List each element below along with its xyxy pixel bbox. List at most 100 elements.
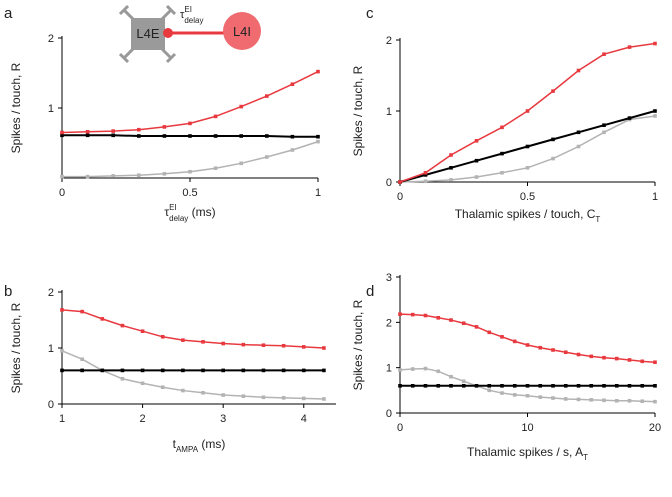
x-tick-label: 3 (220, 413, 226, 425)
data-point (100, 368, 105, 373)
x-tick-label: 10 (521, 422, 533, 434)
data-point (290, 82, 295, 86)
data-point (80, 309, 84, 314)
data-point (500, 335, 504, 339)
data-point (239, 104, 243, 109)
y-tick-label: 3 (386, 272, 392, 284)
data-point (525, 166, 530, 170)
data-point (576, 68, 581, 73)
data-point (602, 398, 606, 403)
data-point (60, 174, 64, 179)
y-tick-label: 1 (48, 103, 54, 115)
x-tick-label: 0 (397, 191, 403, 203)
data-point (160, 368, 165, 373)
x-tick-label: 4 (301, 413, 307, 425)
data-point (525, 144, 530, 149)
data-point (60, 308, 64, 312)
data-point (398, 312, 402, 316)
data-point (576, 352, 581, 357)
data-point (487, 330, 492, 335)
data-point (162, 172, 167, 176)
y-axis-label: Spikes / touch, R (9, 62, 23, 153)
label-subscript: T (595, 215, 600, 224)
y-tick-label: 1 (48, 343, 54, 355)
data-point (551, 348, 555, 352)
data-point (653, 360, 657, 365)
data-point (423, 366, 428, 371)
data-point (512, 384, 517, 388)
y-tick-label: 2 (48, 287, 54, 299)
data-point (60, 133, 64, 138)
data-point (241, 368, 246, 373)
data-point (160, 385, 165, 389)
data-point (538, 395, 543, 399)
data-point (188, 169, 192, 174)
label-subscript: AMPA (176, 445, 199, 454)
series-line (61, 350, 324, 400)
data-point (80, 368, 84, 373)
data-point (316, 139, 320, 144)
data-point (423, 313, 428, 318)
x-tick-label: 1 (315, 187, 321, 199)
data-point (627, 45, 632, 49)
data-point (563, 384, 568, 388)
y-tick-label: 1 (386, 363, 392, 375)
data-point (589, 384, 594, 388)
axis-label: τEI delay (180, 5, 203, 25)
data-point (627, 358, 632, 362)
data-point (181, 338, 185, 342)
data-point (474, 139, 479, 143)
data-point (576, 144, 581, 149)
data-point (589, 398, 594, 402)
data-point (474, 158, 479, 163)
data-point (221, 393, 225, 397)
label-subscript: delay (169, 214, 188, 223)
data-point (137, 173, 141, 177)
data-point (576, 130, 581, 135)
data-point (241, 394, 246, 398)
data-point (487, 388, 492, 393)
y-tick-label: 2 (48, 33, 54, 45)
l4i-node (223, 12, 261, 50)
data-point (423, 179, 428, 184)
data-point (120, 323, 125, 328)
data-point (474, 325, 479, 329)
synapse (163, 28, 173, 38)
data-point (322, 368, 326, 373)
data-point (614, 398, 619, 403)
data-point (436, 369, 441, 374)
label-subscript: delay (184, 16, 203, 25)
label-superscript: EI (169, 203, 177, 212)
data-point (60, 130, 64, 135)
data-point (525, 343, 530, 347)
data-point (436, 384, 441, 388)
data-point (100, 317, 105, 321)
data-point (423, 384, 428, 388)
data-point (265, 94, 269, 98)
data-point (410, 312, 415, 317)
data-point (423, 173, 428, 177)
data-point (322, 397, 326, 401)
node-label: L4I (233, 24, 251, 39)
data-point (602, 355, 606, 360)
data-point (181, 388, 185, 393)
data-point (461, 384, 466, 388)
data-point (398, 180, 402, 184)
data-point (449, 384, 453, 388)
data-point (221, 341, 225, 346)
data-point (162, 134, 167, 138)
data-point (140, 329, 145, 333)
data-point (140, 381, 145, 386)
y-axis-label: Spikes / touch, R (351, 65, 365, 156)
y-axis-label: Spikes / touch, R (351, 299, 365, 390)
y-tick-label: 2 (386, 35, 392, 47)
data-point (627, 116, 632, 120)
data-point (137, 127, 141, 132)
axis-label: tAMPA (ms) (173, 437, 226, 454)
data-point (449, 374, 453, 379)
x-tick-label: 2 (140, 413, 146, 425)
data-point (538, 384, 543, 388)
data-point (538, 345, 543, 350)
series-line (399, 313, 656, 363)
y-tick-label: 0 (386, 408, 392, 420)
